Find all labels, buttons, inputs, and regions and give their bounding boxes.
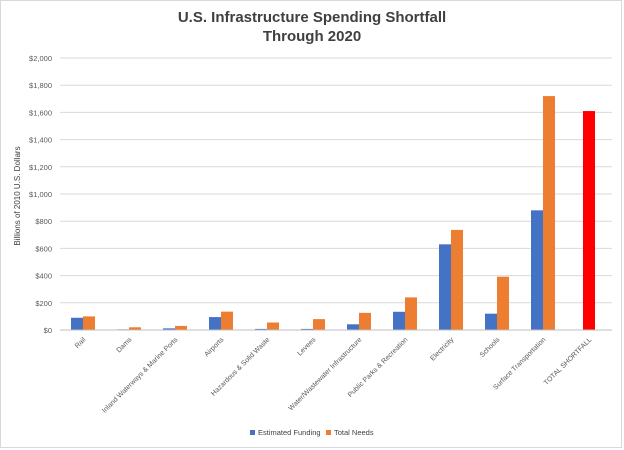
bar-total-needs [313,319,325,330]
x-tick-label: Surface Transportation [492,336,547,391]
y-tick-label: $800 [35,217,52,226]
bar-total-needs [543,96,555,330]
y-tick-label: $200 [35,299,52,308]
x-tick-label: Levees [296,336,317,357]
y-tick-label: $1,000 [29,190,52,199]
bar-estimated-funding [71,317,83,330]
y-tick-label: $1,400 [29,136,52,145]
bar-total-needs [221,311,233,330]
bar-estimated-funding [531,210,543,330]
legend-swatch [250,430,255,435]
bar-total-needs [129,327,141,330]
x-tick-label: Electricity [429,336,455,362]
bar-total-needs [267,322,279,330]
legend-label: Total Needs [334,428,374,437]
bars [71,96,595,331]
bar-estimated-funding [347,324,359,330]
legend-swatch [326,430,331,435]
x-tick-label: Airports [203,336,225,358]
x-tick-label: TOTAL SHORTFALL [543,336,594,387]
y-tick-label: $1,800 [29,81,52,90]
chart-title-line1: U.S. Infrastructure Spending Shortfall [177,9,447,26]
chart-title-line2: Through 2020 [262,28,362,45]
y-tick-label: $0 [44,326,52,335]
bar-total-needs [175,325,187,330]
bar-total-shortfall [583,111,595,330]
bar-estimated-funding [255,328,267,330]
bar-total-needs [451,229,463,330]
y-tick-label: $600 [35,244,52,253]
bar-estimated-funding [301,328,313,330]
bar-total-needs [405,297,417,330]
bar-total-needs [497,276,509,330]
x-tick-label: Water/Wastewater Infrastructure [288,336,364,412]
y-tick-label: $1,200 [29,163,52,172]
bar-estimated-funding [393,311,405,330]
y-tick-label: $2,000 [29,54,52,63]
chart-title: U.S. Infrastructure Spending Shortfall T… [0,8,624,46]
gridlines [60,57,612,304]
y-axis-ticks: $0 $200 $400 $600 $800 $1,000 $1,200 $1,400 $1,6… [29,54,52,335]
y-tick-label: $1,600 [29,108,52,117]
legend-label: Estimated Funding [258,428,321,437]
bar-total-needs [83,316,95,330]
legend: Estimated Funding Total Needs [250,428,374,437]
y-axis-title: Billions of 2010 U.S. Dollars [13,146,22,245]
bar-estimated-funding [209,317,221,330]
bar-estimated-funding [439,244,451,330]
x-tick-label: Schools [479,336,502,359]
bar-total-needs [359,312,371,330]
y-tick-label: $400 [35,272,52,281]
x-tick-label: Dams [116,336,134,354]
bar-estimated-funding [163,328,175,330]
bar-estimated-funding [485,313,497,330]
x-tick-label: Inland Waterways & Marine Ports [101,336,180,415]
x-tick-label: Rail [74,336,88,350]
